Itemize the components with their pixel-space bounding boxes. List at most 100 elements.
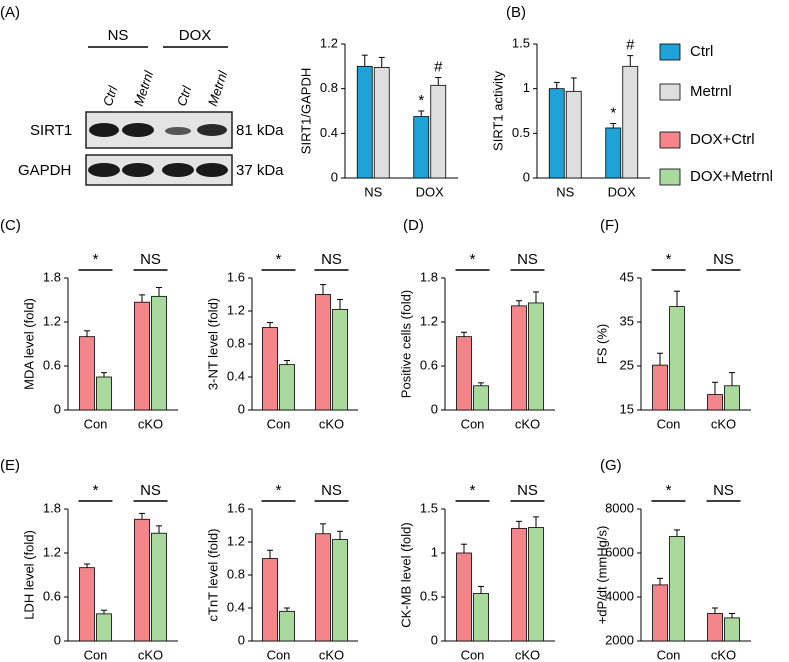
y-tick-label: 0.4 (227, 599, 245, 614)
lane-label: Metrnl (131, 68, 157, 108)
band-name: GAPDH (18, 162, 71, 179)
x-tick-label: cKO (138, 416, 163, 431)
significance: * (470, 251, 476, 268)
significance: # (434, 58, 443, 75)
y-axis-label: +dP/dt (mmHg/s) (594, 526, 609, 625)
x-tick-label: NS (364, 184, 382, 199)
bar (315, 533, 331, 642)
significance: * (610, 104, 616, 121)
x-tick-label: Con (267, 647, 291, 662)
y-axis-label: CK-MB level (fold) (398, 522, 413, 627)
bar (373, 67, 390, 179)
y-tick-label: 4000 (605, 588, 634, 603)
y-axis-label: cTnT level (fold) (205, 529, 220, 622)
y-tick-label: 1 (431, 544, 438, 559)
x-tick-label: cKO (711, 416, 736, 431)
significance: # (626, 37, 635, 54)
bar (565, 90, 582, 179)
bar (262, 327, 278, 411)
western-blot: NS DOX Ctrl Metrnl Ctrl Metrnl SIRT1 81 … (18, 27, 284, 186)
y-axis-label: FS (%) (594, 324, 609, 364)
bar (511, 527, 527, 642)
y-tick-label: 0 (238, 632, 245, 647)
bar (605, 127, 622, 179)
bar (262, 558, 278, 642)
y-tick-label: 0.4 (320, 125, 338, 140)
y-tick-label: 0 (523, 169, 530, 184)
bar (79, 336, 95, 411)
panel-label: (B) (506, 4, 526, 21)
bar (96, 613, 112, 642)
x-tick-label: NS (556, 184, 574, 199)
significance: NS (517, 251, 538, 268)
y-tick-label: 25 (620, 357, 634, 372)
y-tick-label: 6000 (605, 544, 634, 559)
bar (96, 376, 112, 411)
significance: NS (517, 482, 538, 499)
y-tick-label: 1.2 (227, 302, 245, 317)
significance: NS (140, 251, 161, 268)
x-tick-label: DOX (416, 184, 445, 199)
panel-label: (C) (0, 217, 21, 234)
y-tick-label: 1.5 (512, 35, 530, 50)
y-tick-label: 0 (431, 632, 438, 647)
x-tick-label: Con (84, 647, 108, 662)
y-tick-label: 0 (54, 632, 61, 647)
panel-label: (G) (600, 457, 622, 474)
bar (622, 65, 639, 179)
bar (707, 613, 723, 642)
bar (456, 552, 472, 642)
legend-label: DOX+Metrnl (690, 168, 773, 185)
y-tick-label: 2000 (605, 632, 634, 647)
x-tick-label: cKO (319, 647, 344, 662)
bar (79, 567, 95, 642)
significance: * (666, 482, 672, 499)
y-axis-label: 3-NT level (fold) (205, 298, 220, 390)
significance: * (93, 251, 99, 268)
legend-swatch (659, 168, 681, 186)
y-tick-label: 0.8 (227, 566, 245, 581)
y-tick-label: 1.8 (43, 269, 61, 284)
bar (528, 302, 544, 411)
x-tick-label: cKO (515, 416, 540, 431)
panel-label: (F) (600, 217, 619, 234)
y-tick-label: 0 (54, 401, 61, 416)
x-tick-label: cKO (138, 647, 163, 662)
bar (724, 617, 740, 642)
y-tick-label: 0.6 (43, 357, 61, 372)
band-size: 81 kDa (236, 122, 284, 139)
significance: * (666, 251, 672, 268)
panel-label: (A) (0, 4, 20, 21)
band-size: 37 kDa (236, 162, 284, 179)
significance: * (276, 251, 282, 268)
bar (279, 610, 295, 642)
band (162, 163, 194, 177)
x-tick-label: Con (84, 416, 108, 431)
band (165, 127, 191, 135)
x-tick-label: Con (267, 416, 291, 431)
y-tick-label: 1.2 (320, 35, 338, 50)
y-tick-label: 1.5 (420, 500, 438, 515)
x-tick-label: cKO (711, 647, 736, 662)
legend-swatch (659, 131, 681, 149)
y-tick-label: 0.6 (420, 357, 438, 372)
bar (332, 539, 348, 642)
y-tick-label: 1.6 (227, 269, 245, 284)
legend-swatch (659, 83, 681, 101)
panel-label: (D) (403, 217, 424, 234)
y-tick-label: 0.6 (43, 588, 61, 603)
significance: NS (321, 251, 342, 268)
y-axis-label: SIRT1/GAPDH (298, 68, 313, 154)
x-tick-label: Con (657, 647, 681, 662)
bar (652, 584, 668, 642)
y-tick-label: 8000 (605, 500, 634, 515)
band (89, 123, 119, 137)
significance: NS (321, 482, 342, 499)
lane-label: Ctrl (100, 83, 121, 108)
bar (332, 308, 348, 411)
y-tick-label: 1.2 (420, 313, 438, 328)
y-tick-label: 1 (523, 80, 530, 95)
y-tick-label: 15 (620, 401, 634, 416)
y-tick-label: 1.2 (43, 313, 61, 328)
band (122, 123, 154, 137)
